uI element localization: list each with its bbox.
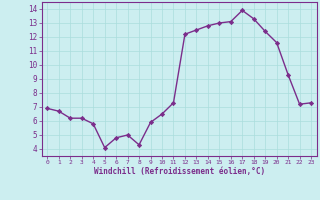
X-axis label: Windchill (Refroidissement éolien,°C): Windchill (Refroidissement éolien,°C) <box>94 167 265 176</box>
